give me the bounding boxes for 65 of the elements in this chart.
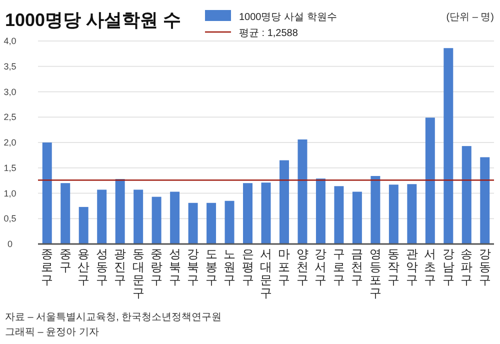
x-tick-label: 송파구 xyxy=(460,247,473,287)
y-tick-label: 4,0 xyxy=(4,36,16,46)
x-tick-label: 관악구 xyxy=(406,247,418,287)
bar xyxy=(60,183,70,244)
y-tick-label: 2,0 xyxy=(4,138,16,148)
bar xyxy=(334,186,344,244)
bar xyxy=(280,160,289,244)
x-tick-label: 은평구 xyxy=(242,247,254,287)
x-tick-label: 성동구 xyxy=(96,247,108,287)
x-tick-label: 중랑구 xyxy=(150,247,163,287)
text: 그래픽 – 윤정아 기자 xyxy=(5,327,99,338)
bar xyxy=(170,192,180,244)
x-tick-label: 서초구 xyxy=(424,247,436,287)
bar xyxy=(407,184,417,244)
legend-label: 평균 : 1,2588 xyxy=(239,28,298,39)
bar xyxy=(152,196,162,244)
x-tick-label: 광진구 xyxy=(114,247,126,287)
y-tick-label: 1,5 xyxy=(4,162,16,173)
x-tick-label: 양천구 xyxy=(296,247,308,287)
x-tick-label: 강남구 xyxy=(442,247,454,287)
bar xyxy=(224,200,234,244)
x-tick-label: 중구 xyxy=(59,247,72,274)
x-tick-label: 도봉구 xyxy=(205,247,218,287)
x-tick-label: 강동구 xyxy=(478,247,491,287)
y-tick-label: 2,5 xyxy=(4,112,16,122)
bar xyxy=(316,178,326,244)
x-tick-label: 성북구 xyxy=(168,247,181,287)
x-tick-label: 용산구 xyxy=(78,247,90,287)
y-tick-label: 0,5 xyxy=(4,214,16,224)
chart-title: 1000명당 사설학원 수 xyxy=(5,10,182,30)
bar xyxy=(480,157,490,244)
x-tick-label: 강북구 xyxy=(187,247,200,287)
bar xyxy=(206,202,216,244)
x-tick-label: 노원구 xyxy=(224,247,236,287)
x-tick-label: 금천구 xyxy=(351,247,364,287)
y-tick-label: 1,0 xyxy=(4,188,16,198)
legend-label: 1000명당 사설 학원수 xyxy=(239,12,337,23)
y-tick-label: 3,0 xyxy=(4,86,16,97)
x-tick-label: 강서구 xyxy=(314,247,327,287)
bar xyxy=(188,202,198,244)
x-tick-label: 종로구 xyxy=(41,247,54,287)
x-tick-label: 동대문구 xyxy=(132,247,144,300)
text: 자료 – 서울특별시교육청, 한국청소년정책연구원 xyxy=(5,312,222,323)
x-tick-label: 동작구 xyxy=(388,247,400,287)
bar xyxy=(243,183,253,244)
bar xyxy=(298,139,308,244)
bar xyxy=(444,48,454,244)
bar xyxy=(261,182,271,244)
bar xyxy=(352,192,362,244)
y-tick-label: 3,5 xyxy=(4,61,16,72)
x-tick-label: 구로구 xyxy=(332,247,345,287)
bar xyxy=(134,190,144,244)
bar xyxy=(462,146,472,244)
bar xyxy=(370,176,380,244)
x-tick-label: 영등포구 xyxy=(369,247,382,300)
bar xyxy=(97,190,107,244)
y-tick-label: 0 xyxy=(7,239,13,249)
x-tick-label: 마포구 xyxy=(278,247,290,287)
bar xyxy=(388,184,398,244)
bar xyxy=(425,118,435,244)
bar xyxy=(42,142,52,244)
chart-subtitle: (단위 – 명) xyxy=(446,12,494,23)
x-tick-label: 서대문구 xyxy=(260,247,272,300)
bar xyxy=(78,206,88,244)
bar xyxy=(115,179,125,244)
